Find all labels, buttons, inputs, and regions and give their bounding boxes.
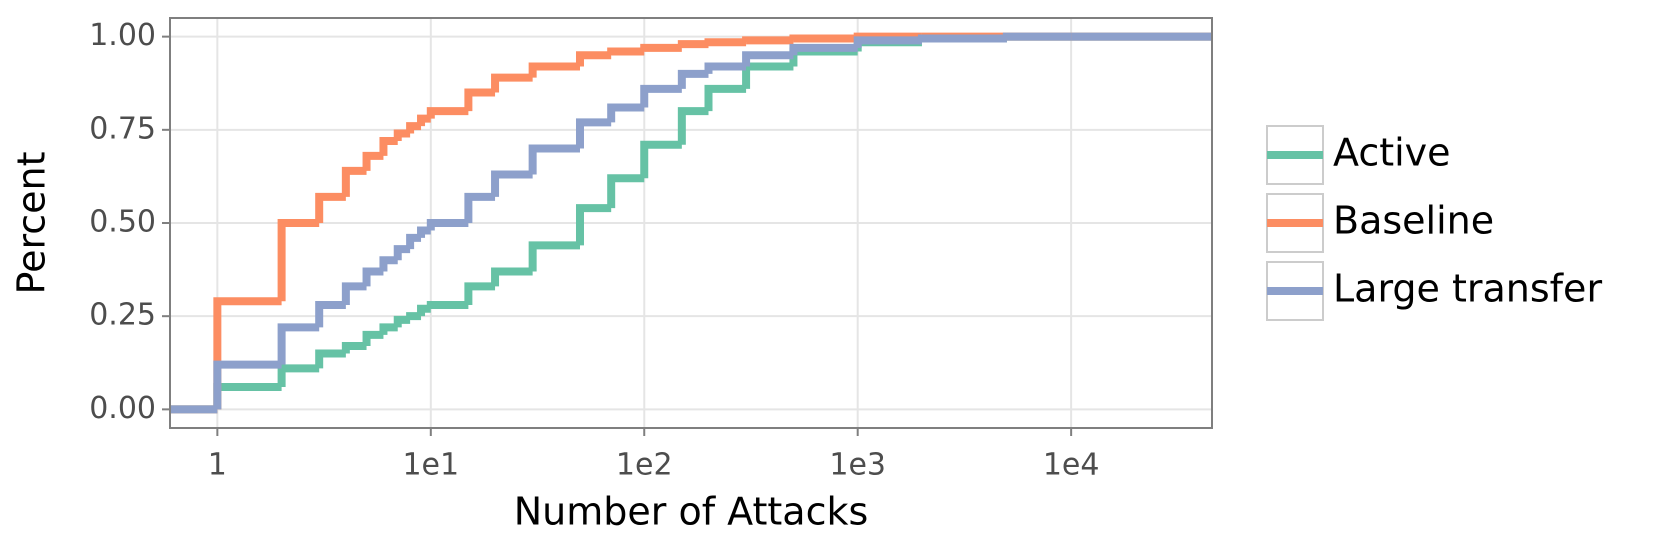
step-segment [491,267,533,287]
step-segment [640,84,682,108]
step-segment [789,34,858,43]
step-segment [379,323,398,335]
step-segment [213,360,282,410]
step-segment [677,40,709,49]
step-segment [277,323,320,365]
step-segment [528,241,580,272]
step-segment [341,342,367,354]
panel-border [169,17,1213,429]
x-axis-title: Number of Attacks [514,490,869,534]
step-segment [379,256,398,272]
legend-label: Baseline [1333,199,1494,243]
y-tick-label: 1.00 [89,18,156,53]
step-segment [379,137,398,156]
x-tick-label: 1e4 [1043,448,1100,483]
step-segment [341,166,367,197]
step-segment [464,282,496,305]
step-segment [640,43,682,52]
step-segment [362,267,384,287]
x-tick-label: 1e3 [829,448,886,483]
step-segment [426,301,469,309]
step-segment [742,36,794,45]
step-segment [417,226,431,238]
step-segment [607,47,645,56]
step-segment [491,73,533,93]
step-segment [393,129,411,141]
y-tick-label: 0.50 [89,205,156,240]
step-segment [406,312,422,321]
legend-label: Large transfer [1333,267,1602,311]
step-segment [575,204,612,246]
y-tick-label: 0.25 [89,298,156,333]
step-segment [789,43,858,56]
step-segment [464,88,496,112]
step-segment [315,349,346,369]
legend-label: Active [1333,131,1451,175]
step-segment [315,301,346,328]
step-segment [277,219,320,302]
step-segment [704,38,747,47]
step-segment [362,330,384,346]
step-segment [491,170,533,197]
x-tick-label: 1e2 [616,448,673,483]
step-segment [917,34,1007,43]
y-tick-label: 0.75 [89,111,156,146]
step-segment [362,151,384,171]
step-segment [464,192,496,223]
step-segment [640,140,682,179]
step-segment [607,174,645,209]
step-segment [575,51,612,67]
y-tick-label: 0.00 [89,391,156,426]
step-segment [704,62,747,74]
step-segment [393,245,411,261]
step-segment [341,282,367,305]
step-segment [575,118,612,149]
step-segment [677,69,709,89]
step-segment [528,62,580,78]
step-segment [853,36,922,48]
y-axis-title: Percent [10,152,54,295]
step-segment [426,219,469,231]
x-tick-label: 1 [208,448,227,483]
step-segment [315,192,346,223]
x-tick-label: 1e1 [402,448,459,483]
step-segment [704,84,747,112]
step-segment [607,103,645,123]
step-segment [406,122,422,134]
step-segment [393,315,411,328]
step-segment [528,144,580,175]
step-segment [677,107,709,145]
step-segment [426,107,469,119]
step-segment [1002,32,1072,41]
step-segment [742,51,794,67]
